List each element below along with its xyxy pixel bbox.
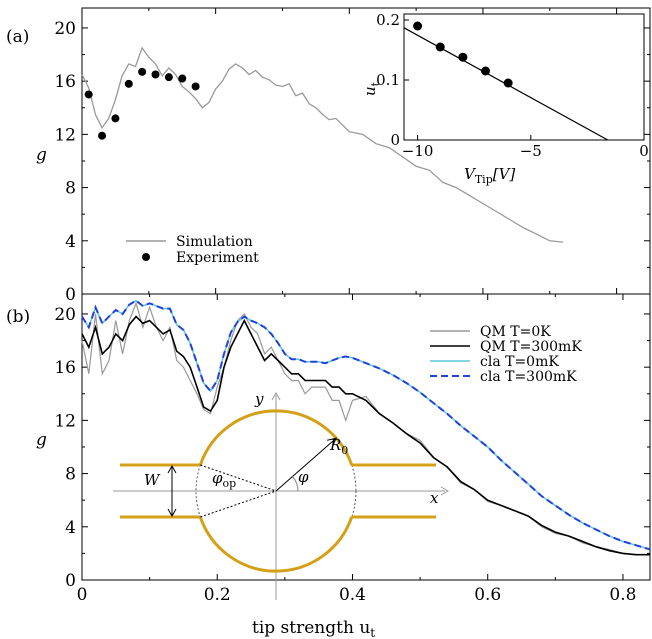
experiment-point [84,90,93,99]
panel-b-ytick-label: 20 [54,305,76,325]
y-axis-arrow [271,391,281,401]
inset-chart: 0 0.1 0.2 −10 −5 0 [376,11,649,160]
panel-a-ytick-label: 4 [65,232,76,252]
panel-b-ylabel: g [36,430,47,450]
panel-b-chart: 0 4 8 12 16 20 0 0.2 0.4 0.6 0.8 [54,293,651,605]
experiment-point [111,114,120,123]
panel-b-xtick-label: 0.4 [339,585,366,605]
legend-b-qm0: QM T=0K [480,324,551,340]
panel-a-label: (a) [6,27,29,47]
geom-x-label: x [430,489,439,507]
series-line-1 [81,315,650,556]
geometry-diagram [113,391,450,600]
panel-a-ytick-label: 20 [54,19,76,39]
inset-xtick-label: −5 [520,142,542,160]
phi-op-line-bottom [200,490,277,518]
panel-b-ytick-label: 8 [65,465,76,485]
legend-b-cla300: cla T=300mK [480,369,577,385]
panel-b-xtick-label: 0.8 [609,585,636,605]
circle-arc-bottom [198,516,354,573]
inset-data-point [503,78,513,88]
legend-b-qm300: QM T=300mK [480,339,582,355]
width-arrow-heads [167,464,177,518]
geom-phi-op-label: φop [212,469,236,490]
experiment-point [164,73,173,82]
geom-y-label: y [254,390,264,408]
inset-ytick-label: 0 [390,131,400,149]
inset-data-point [458,52,468,62]
inset-xtick-label: 0 [639,142,649,160]
geom-phi-label: φ [298,468,309,486]
panel-a-ytick-label: 12 [54,125,76,145]
radius-arrow [275,437,337,492]
phi-op-line-top [200,464,277,492]
legend-b-cla0: cla T=0mK [480,354,559,370]
simulation-line [81,46,564,243]
panel-b-label: (b) [6,307,30,327]
experiment-point [124,79,133,88]
panel-a-ytick-label: 8 [65,179,76,199]
series-line-3 [81,299,651,551]
experiment-point [138,67,147,76]
experiment-point [178,74,187,83]
experiment-point [191,82,200,91]
panel-b-ytick-label: 4 [65,518,76,538]
inset-ytick-label: 0.1 [376,71,400,89]
legend-a-experiment: Experiment [176,250,259,266]
panel-a-ytick-label: 16 [54,72,76,92]
panel-b-ytick-label: 16 [54,358,76,378]
geom-W-label: W [144,471,161,489]
inset-data-point [435,42,445,52]
panel-b-ytick-label: 12 [54,411,76,431]
main-xlabel: tip strength ut [252,618,375,639]
legend-a-simulation: Simulation [176,234,253,250]
panel-b-frame [81,293,651,581]
inset-frame [403,13,645,141]
inset-ylabel: ut [361,81,382,96]
panel-a-ytick-label: 0 [65,285,76,305]
circle-arc-top [198,409,354,466]
panel-b-ytick-label: 0 [65,571,76,591]
phi-arc [292,476,299,492]
panel-b-xtick-label: 0.2 [204,585,231,605]
inset-xtick-label: −10 [402,142,434,160]
panel-b-xtick-label: 0.6 [474,585,501,605]
geom-R0-label: R0 [329,436,348,457]
panel-b-xtick-label: 0 [77,585,88,605]
inset-data-point [481,66,491,76]
series-line-2 [81,299,651,551]
panel-a-ylabel: g [36,145,47,165]
inset-xlabel: VTip[V] [464,165,515,186]
experiment-point [98,131,107,140]
inset-data-point [413,21,423,31]
legend-b: QM T=0K QM T=300mK cla T=0mK cla T=300mK [430,324,582,385]
radius-arrow-head [327,437,338,448]
legend-a: Simulation Experiment [126,234,259,266]
inset-ytick-label: 0.2 [376,11,400,29]
experiment-point [151,70,160,79]
x-axis-arrow [440,486,450,496]
